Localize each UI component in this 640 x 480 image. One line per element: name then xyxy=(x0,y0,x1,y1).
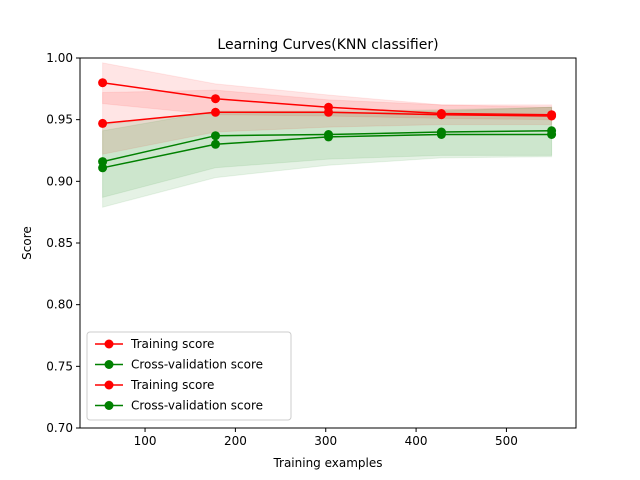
data-point xyxy=(547,130,557,139)
data-point xyxy=(436,110,446,120)
y-axis-ticks: 0.70 0.75 0.80 0.85 0.90 0.95 1.00 xyxy=(46,51,80,435)
y-axis-label: Score xyxy=(20,226,34,260)
data-point xyxy=(211,139,220,149)
confidence-band xyxy=(102,106,553,208)
data-point xyxy=(211,107,220,117)
x-tick-label: 400 xyxy=(405,434,428,448)
y-tick-label: 0.90 xyxy=(46,174,73,188)
data-point xyxy=(324,107,333,117)
legend-marker xyxy=(104,360,114,369)
legend: Training score Cross-validation score Trai… xyxy=(86,331,292,421)
x-tick-label: 100 xyxy=(134,434,157,448)
data-point xyxy=(211,94,220,104)
data-point xyxy=(547,111,557,121)
y-tick-label: 0.95 xyxy=(46,113,73,127)
x-tick-label: 300 xyxy=(314,434,337,448)
legend-marker xyxy=(104,380,114,390)
y-tick-label: 0.75 xyxy=(46,359,73,373)
y-tick-label: 0.70 xyxy=(46,421,73,435)
legend-label: Training score xyxy=(130,337,214,351)
data-point xyxy=(98,163,108,173)
legend-label: Cross-validation score xyxy=(131,358,263,372)
x-axis-ticks: 100 200 300 400 500 xyxy=(134,428,518,448)
confidence-band xyxy=(102,89,553,155)
data-point xyxy=(436,130,446,139)
legend-marker xyxy=(104,401,114,410)
data-point xyxy=(98,157,108,167)
data-point xyxy=(98,78,108,88)
x-tick-label: 200 xyxy=(224,434,247,448)
legend-label: Cross-validation score xyxy=(131,399,263,413)
data-point xyxy=(98,118,108,128)
chart-title: Learning Curves(KNN classifier) xyxy=(217,37,438,53)
legend-box xyxy=(86,331,292,421)
y-tick-label: 1.00 xyxy=(46,51,73,65)
data-point xyxy=(324,132,333,142)
legend-label: Training score xyxy=(130,378,214,392)
legend-marker xyxy=(104,339,114,349)
y-tick-label: 0.80 xyxy=(46,298,73,312)
x-tick-label: 500 xyxy=(495,434,518,448)
y-tick-label: 0.85 xyxy=(46,236,73,250)
x-axis-label: Training examples xyxy=(272,456,382,470)
data-point xyxy=(211,131,220,141)
series-points xyxy=(98,78,557,173)
